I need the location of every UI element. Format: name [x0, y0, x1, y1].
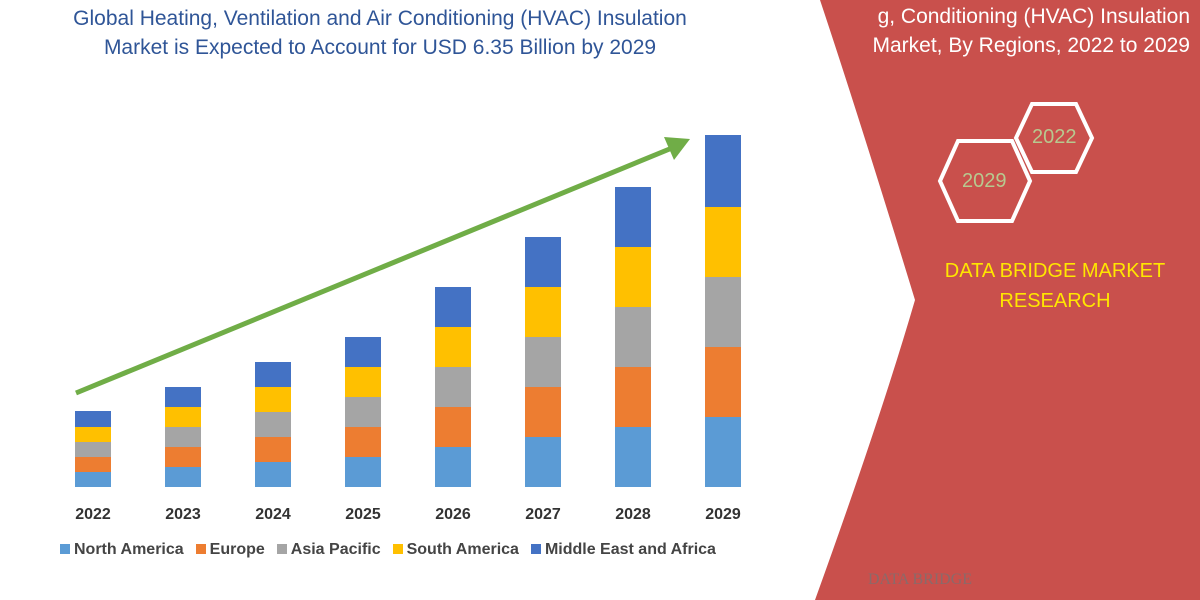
- bar-segment: [255, 462, 291, 487]
- bar-segment: [525, 387, 561, 437]
- legend-label: North America: [74, 541, 184, 558]
- bar-segment: [345, 337, 381, 367]
- hex-2029: [937, 139, 1033, 223]
- bar-segment: [615, 187, 651, 247]
- bar-segment: [435, 287, 471, 327]
- bar-segment: [705, 277, 741, 347]
- bar-segment: [255, 412, 291, 437]
- legend-item: Middle East and Africa: [530, 541, 716, 559]
- logo: DATA BRIDGE: [868, 571, 973, 588]
- bar-segment: [435, 407, 471, 447]
- legend: North America Europe Asia Pacific South Ame…: [60, 541, 716, 559]
- hex-label-2022: 2022: [1032, 126, 1077, 148]
- bar-segment: [705, 347, 741, 417]
- bar-segment: [525, 287, 561, 337]
- x-tick-label: 2028: [615, 506, 651, 523]
- bar-segment: [165, 387, 201, 407]
- hex-label-2029: 2029: [962, 170, 1007, 192]
- bar-segment: [165, 447, 201, 467]
- legend-item: South America: [392, 541, 519, 559]
- legend-label: Asia Pacific: [290, 541, 381, 558]
- x-tick-label: 2026: [435, 506, 471, 523]
- bar-segment: [435, 447, 471, 487]
- legend-label: Europe: [209, 541, 265, 558]
- bar-segment: [435, 327, 471, 367]
- hex-2022: [1013, 102, 1095, 174]
- x-tick-label: 2027: [525, 506, 561, 523]
- red-panel: [815, 0, 1200, 600]
- trend-arrow: [75, 145, 673, 396]
- x-tick-label: 2029: [705, 506, 741, 523]
- bar-segment: [615, 247, 651, 307]
- bar-segment: [615, 307, 651, 367]
- bar-segment: [75, 427, 111, 442]
- bar-segment: [345, 367, 381, 397]
- bar-segment: [75, 411, 111, 427]
- legend-swatch: [60, 544, 70, 554]
- bar-segment: [255, 437, 291, 462]
- bar-segment: [165, 427, 201, 447]
- bar-segment: [705, 207, 741, 277]
- side-title: g, Conditioning (HVAC) Insulation Market…: [872, 5, 1190, 57]
- x-tick-label: 2025: [345, 506, 381, 523]
- chart-title: Global Heating, Ventilation and Air Cond…: [73, 7, 687, 59]
- bar-segment: [165, 467, 201, 487]
- legend-swatch: [276, 544, 287, 554]
- bar-segment: [255, 387, 291, 412]
- legend-swatch: [530, 544, 541, 554]
- bar-segment: [705, 417, 741, 487]
- x-tick-label: 2022: [75, 506, 111, 523]
- bar-segment: [705, 135, 741, 207]
- legend-item: Asia Pacific: [276, 541, 381, 559]
- bar-segment: [345, 397, 381, 427]
- x-tick-label: 2023: [165, 506, 201, 523]
- legend-item: North America: [60, 541, 184, 559]
- x-tick-label: 2024: [255, 506, 291, 523]
- bar-segment: [255, 362, 291, 387]
- bar-segment: [165, 407, 201, 427]
- bar-segment: [75, 472, 111, 487]
- legend-label: Middle East and Africa: [544, 541, 716, 558]
- bar-segment: [435, 367, 471, 407]
- legend-label: South America: [406, 541, 519, 558]
- bar-segment: [75, 457, 111, 472]
- bar-segment: [345, 457, 381, 487]
- legend-swatch: [392, 544, 403, 554]
- legend-swatch: [195, 544, 206, 554]
- bar-segment: [525, 237, 561, 287]
- brand-text: DATA BRIDGE MARKET RESEARCH: [944, 260, 1166, 312]
- bar-segment: [525, 437, 561, 487]
- bar-segment: [345, 427, 381, 457]
- legend-item: Europe: [195, 541, 265, 559]
- trend-arrow-head: [664, 137, 690, 160]
- bar-segment: [75, 442, 111, 457]
- bar-segment: [525, 337, 561, 387]
- bar-segment: [615, 427, 651, 487]
- bar-segment: [615, 367, 651, 427]
